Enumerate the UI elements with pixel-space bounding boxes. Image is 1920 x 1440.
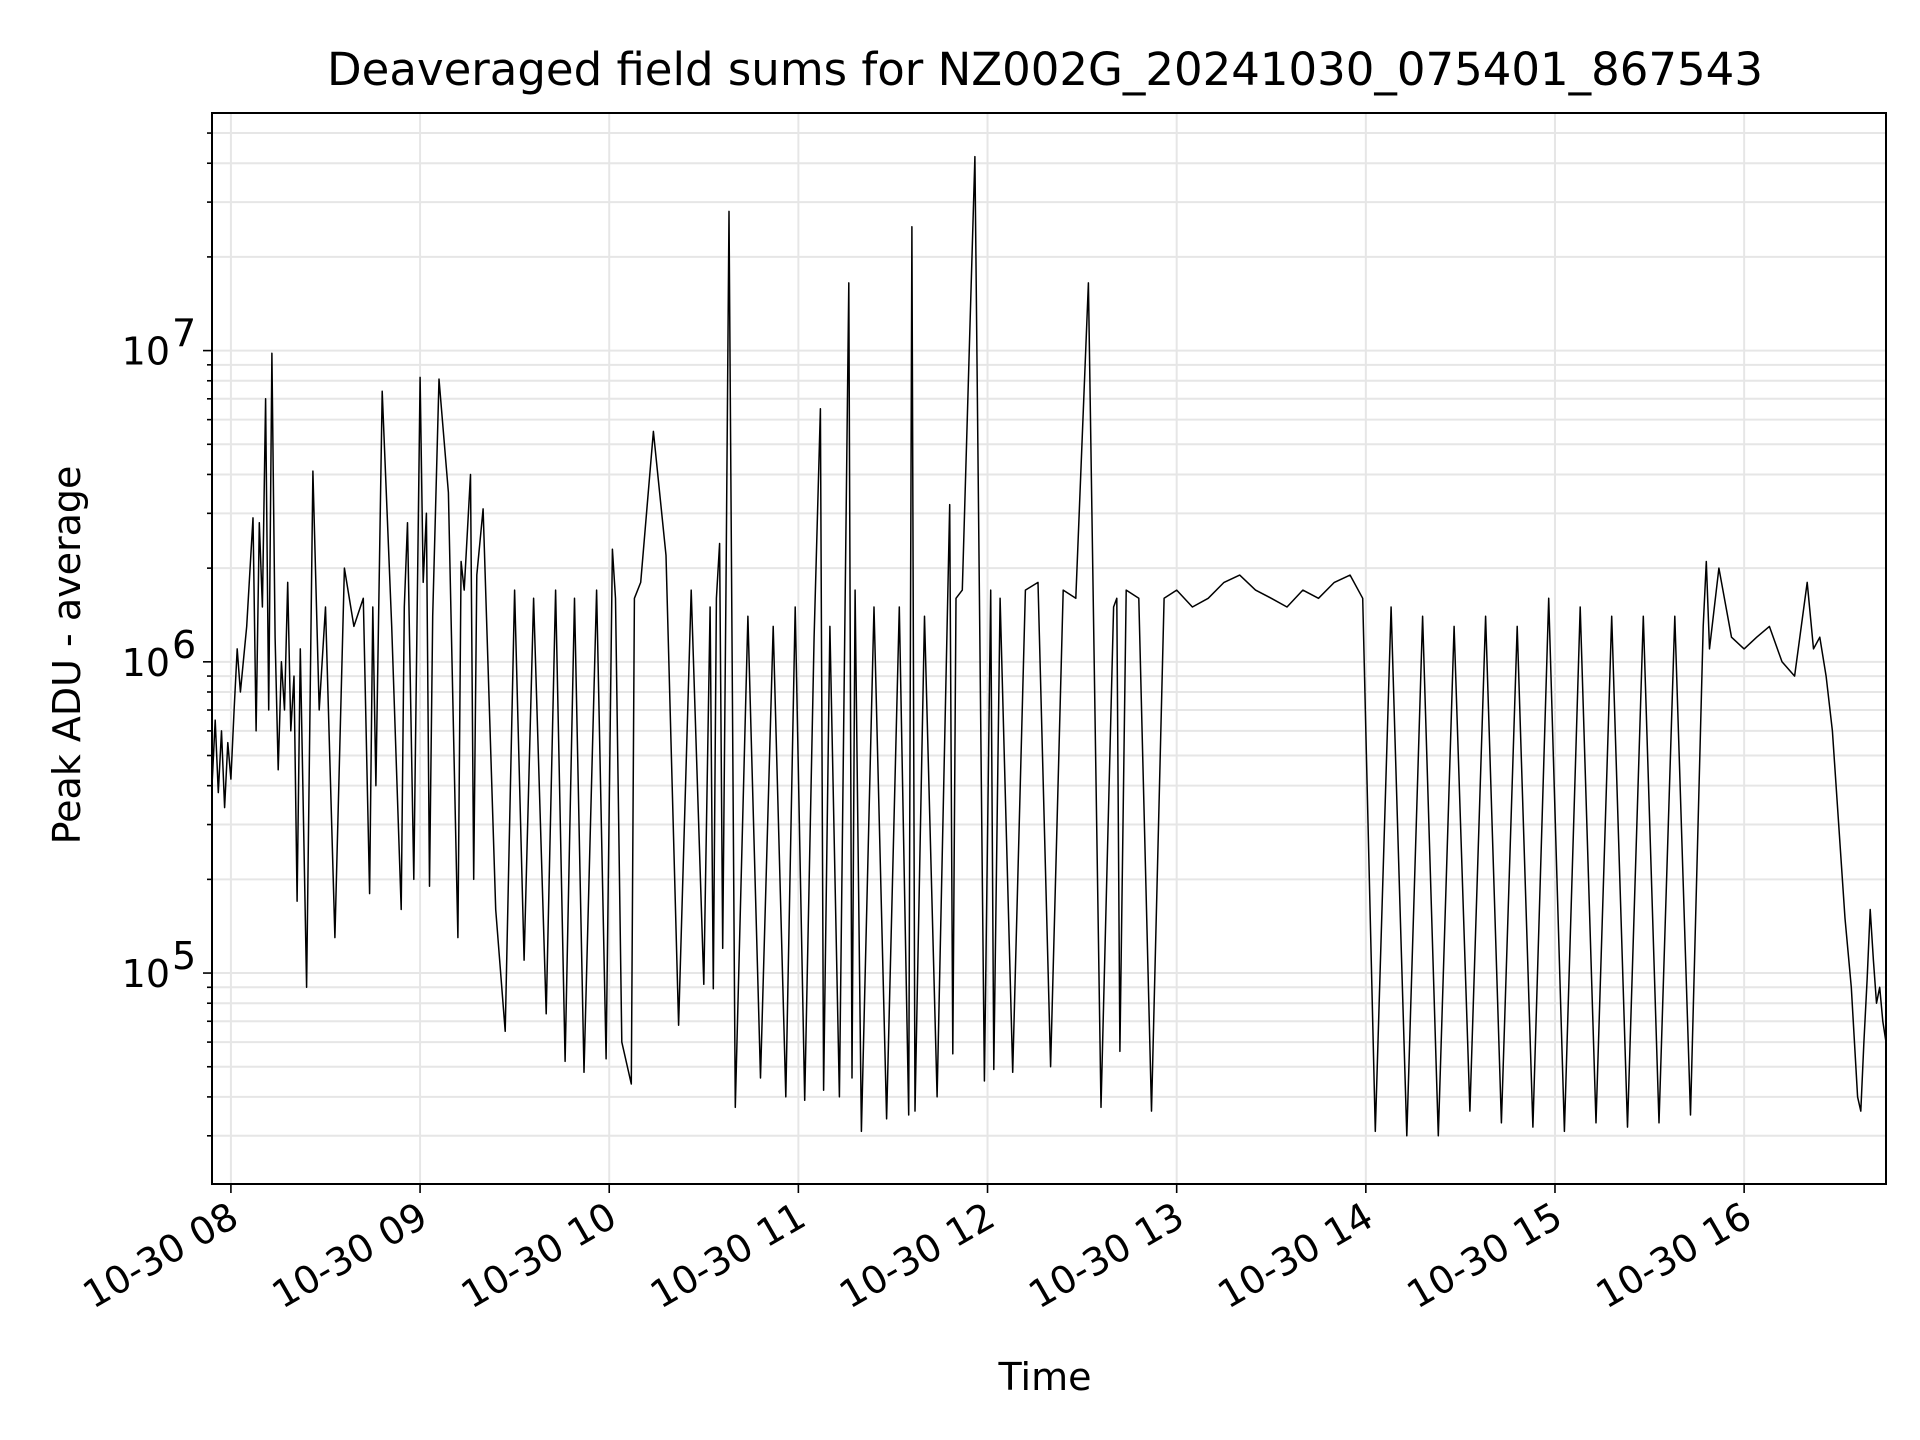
y-tick-exponent: 6 — [172, 623, 196, 667]
y-tick-label: 10 — [122, 952, 170, 996]
y-tick-exponent: 7 — [172, 312, 196, 356]
chart-title: Deaveraged field sums for NZ002G_2024103… — [327, 43, 1763, 96]
y-tick-label: 10 — [122, 641, 170, 685]
plot-frame — [211, 112, 1887, 1185]
y-tick-label: 10 — [122, 330, 170, 374]
y-tick-exponent: 5 — [172, 934, 196, 978]
series-line — [211, 155, 1887, 1137]
x-axis-label: Time — [998, 1355, 1092, 1399]
data-series — [211, 155, 1887, 1137]
y-axis-label: Peak ADU - average — [45, 466, 89, 845]
